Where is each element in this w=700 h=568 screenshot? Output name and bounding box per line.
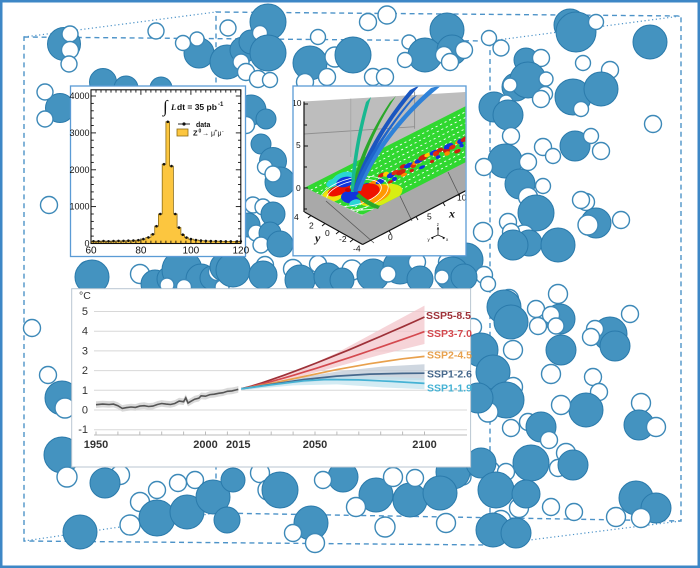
svg-text:0: 0 (296, 183, 301, 193)
svg-text:dt = 35 pb: dt = 35 pb (177, 102, 217, 112)
svg-text:°C: °C (79, 290, 91, 302)
svg-text:4: 4 (294, 212, 299, 222)
svg-text:x: x (448, 207, 455, 221)
svg-text:60: 60 (85, 246, 97, 257)
svg-text:10: 10 (457, 193, 467, 203)
svg-text:-1: -1 (78, 424, 88, 436)
svg-text:5: 5 (427, 212, 432, 222)
svg-text:5: 5 (82, 306, 88, 318)
svg-text:4: 4 (82, 326, 88, 338)
svg-text:2015: 2015 (226, 439, 250, 451)
svg-text:0: 0 (325, 228, 330, 238)
svg-text:1: 1 (82, 385, 88, 397)
svg-text:120: 120 (232, 246, 249, 257)
svg-text:x: x (446, 237, 449, 242)
svg-text:2000: 2000 (69, 165, 89, 175)
svg-text:L: L (170, 102, 176, 112)
svg-text:0: 0 (388, 232, 393, 242)
svg-text:z: z (437, 222, 440, 227)
svg-text:2050: 2050 (303, 439, 327, 451)
svg-text:y: y (428, 237, 431, 242)
svg-text:data: data (196, 122, 211, 129)
svg-text:3000: 3000 (69, 128, 89, 138)
svg-text:80: 80 (135, 246, 147, 257)
svg-text:SSP3-7.0: SSP3-7.0 (427, 328, 472, 340)
svg-text:10: 10 (292, 98, 302, 108)
svg-text:SSP5-8.5: SSP5-8.5 (426, 310, 471, 322)
svg-text:SSP2-4.5: SSP2-4.5 (427, 350, 472, 362)
svg-text:+: + (215, 129, 218, 135)
svg-text:SSP1-1.9: SSP1-1.9 (427, 383, 472, 395)
svg-text:100: 100 (183, 246, 200, 257)
svg-text:μ: μ (218, 131, 222, 138)
svg-text:Z: Z (193, 129, 198, 138)
svg-text:2000: 2000 (193, 439, 217, 451)
svg-text:-2: -2 (339, 234, 347, 244)
svg-text:0: 0 (82, 405, 88, 417)
svg-text:2100: 2100 (412, 439, 436, 451)
svg-text:2: 2 (82, 365, 88, 377)
svg-text:→ μ: → μ (202, 131, 215, 138)
svg-text:0: 0 (84, 239, 89, 249)
svg-text:3: 3 (82, 345, 88, 357)
svg-text:1000: 1000 (69, 202, 89, 212)
svg-text:1950: 1950 (84, 439, 108, 451)
svg-text:-4: -4 (353, 244, 361, 254)
svg-text:-1: -1 (218, 102, 224, 108)
svg-text:SSP1-2.6: SSP1-2.6 (427, 369, 472, 381)
svg-text:0: 0 (199, 129, 202, 135)
svg-text:5: 5 (296, 140, 301, 150)
svg-text:y: y (313, 231, 321, 245)
svg-text:∫: ∫ (162, 97, 169, 117)
svg-text:-: - (222, 129, 224, 135)
svg-text:2: 2 (309, 221, 314, 231)
svg-text:4000: 4000 (69, 91, 89, 101)
